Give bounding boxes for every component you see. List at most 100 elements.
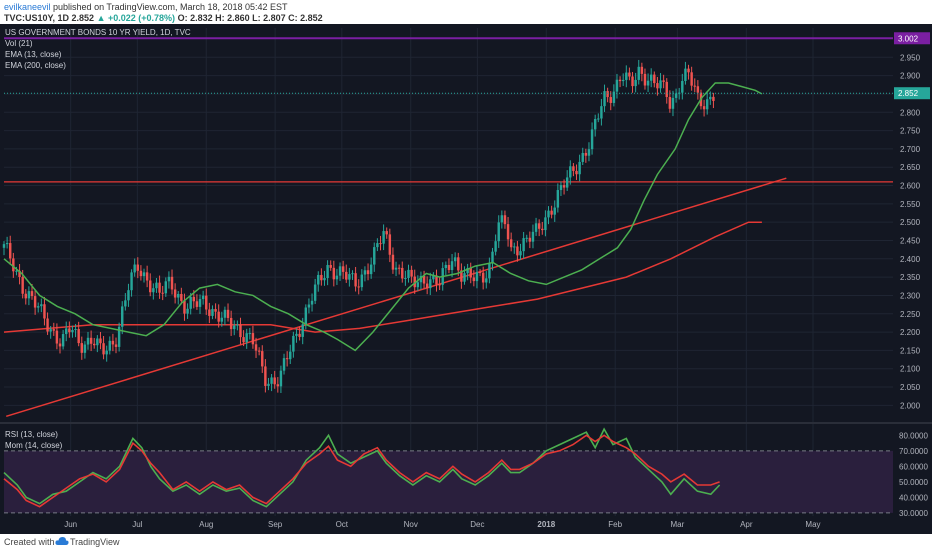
candle-body	[360, 274, 364, 288]
candle-body	[559, 185, 563, 191]
ema200-line	[3, 221, 762, 333]
candle-body	[413, 276, 416, 288]
candle-body	[472, 277, 476, 282]
candle-body	[348, 274, 351, 280]
candle-body	[631, 76, 634, 87]
x-tick-label: Jun	[64, 520, 77, 529]
candle-body	[89, 337, 93, 344]
candle-body	[217, 311, 220, 322]
y-tick-label: 2.100	[900, 365, 921, 374]
footer-brand[interactable]: TradingView	[70, 537, 120, 547]
candle-body	[152, 288, 155, 293]
candle-body	[229, 317, 233, 330]
candle-body	[189, 296, 192, 309]
x-tick-label: Nov	[404, 520, 418, 529]
y-tick-label: 2.150	[900, 346, 921, 355]
candle-body	[562, 185, 566, 188]
last-price-tag	[894, 87, 930, 100]
candle-body	[130, 272, 133, 291]
candle-body	[332, 267, 336, 280]
candle-body	[173, 289, 177, 298]
candle-body	[71, 329, 74, 333]
candle-body	[684, 68, 687, 81]
candle-body	[177, 293, 180, 298]
candle-body	[261, 351, 264, 367]
rsi-line	[3, 434, 720, 508]
candle-body	[709, 96, 712, 100]
osc-tick-label: 70.0000	[899, 447, 928, 456]
candle-body	[485, 278, 488, 283]
candle-body	[233, 325, 236, 330]
top-price-label: 3.002	[898, 34, 919, 43]
candle-body	[503, 215, 507, 225]
x-tick-label: Feb	[608, 520, 622, 529]
candle-body	[569, 166, 572, 178]
candle-body	[108, 340, 112, 351]
candle-body	[105, 350, 108, 355]
candle-body	[382, 231, 385, 244]
candle-body	[665, 81, 668, 97]
candle-body	[681, 80, 684, 93]
author-link[interactable]: evilkaneevil	[4, 2, 51, 12]
candle-body	[52, 329, 56, 331]
x-tick-label: 2018	[537, 520, 555, 529]
candle-body	[481, 272, 485, 283]
candle-body	[211, 309, 214, 316]
candle-body	[466, 268, 469, 274]
candle-body	[341, 266, 345, 272]
candle-body	[537, 223, 541, 229]
candle-body	[444, 264, 448, 269]
candle-body	[9, 243, 12, 259]
candle-body	[68, 328, 71, 333]
candle-body	[180, 293, 183, 301]
candle-body	[587, 149, 591, 156]
x-tick-label: Apr	[740, 520, 753, 529]
candle-body	[136, 264, 140, 271]
candle-body	[544, 217, 547, 231]
ohlc-values: O: 2.832 H: 2.860 L: 2.807 C: 2.852	[177, 13, 323, 23]
y-tick-label: 2.700	[900, 145, 921, 154]
osc-tick-label: 40.0000	[899, 493, 928, 502]
candle-body	[186, 308, 189, 314]
candle-body	[584, 152, 588, 156]
x-tick-label: Dec	[470, 520, 484, 529]
candle-body	[696, 86, 700, 93]
candle-body	[43, 304, 46, 319]
y-tick-label: 2.500	[900, 218, 921, 227]
chart-panel[interactable]: 2.9502.9002.8502.8002.7502.7002.6502.600…	[0, 24, 932, 534]
candle-body	[161, 292, 164, 294]
candle-body	[509, 239, 513, 248]
price-chart[interactable]: 2.9502.9002.8502.8002.7502.7002.6502.600…	[0, 24, 932, 534]
candle-body	[693, 85, 696, 87]
y-tick-label: 2.200	[900, 328, 921, 337]
candle-body	[167, 276, 171, 282]
candle-body	[422, 275, 426, 284]
candle-body	[597, 118, 600, 120]
candle-body	[74, 329, 77, 331]
candle-body	[547, 210, 550, 218]
candle-body	[226, 309, 230, 318]
candle-body	[304, 307, 308, 325]
publish-info: evilkaneevil published on TradingView.co…	[4, 2, 288, 12]
x-tick-label: Oct	[336, 520, 349, 529]
candle-body	[497, 222, 500, 242]
candle-body	[519, 251, 522, 256]
candle-body	[590, 129, 594, 150]
candle-body	[279, 370, 283, 387]
candle-body	[276, 384, 280, 387]
candle-body	[102, 343, 105, 355]
candle-body	[155, 282, 158, 289]
candle-body	[273, 377, 276, 385]
candle-body	[242, 337, 245, 343]
candle-body	[61, 334, 65, 347]
candle-body	[653, 74, 656, 84]
candle-body	[80, 343, 84, 353]
y-tick-label: 2.300	[900, 291, 921, 300]
candle-body	[478, 272, 482, 274]
candle-body	[525, 237, 528, 239]
candle-body	[158, 282, 161, 293]
candle-body	[301, 324, 304, 337]
candle-body	[198, 299, 202, 307]
candle-body	[612, 91, 616, 103]
candle-body	[668, 96, 672, 109]
